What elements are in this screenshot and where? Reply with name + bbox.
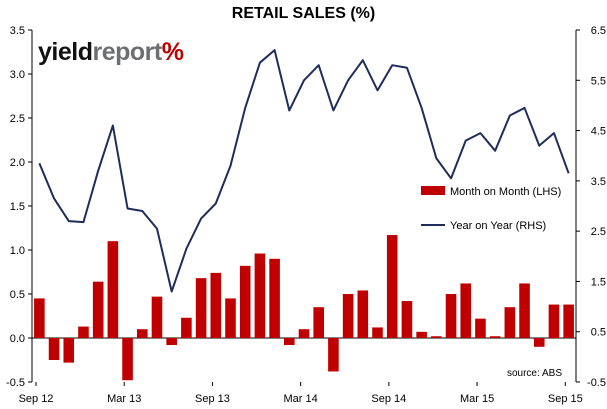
logo-part-report: report bbox=[92, 38, 162, 66]
mom-bar bbox=[460, 283, 472, 338]
mom-bar bbox=[284, 338, 295, 346]
logo-part-yield: yield bbox=[38, 38, 93, 66]
mom-bar bbox=[210, 272, 222, 338]
legend-label-yoy: Year on Year (RHS) bbox=[450, 220, 546, 232]
source-note: source: ABS bbox=[507, 368, 562, 379]
mom-bar bbox=[34, 298, 45, 338]
left-tick-label: 0.0 bbox=[10, 333, 25, 345]
left-tick-label: 1.5 bbox=[10, 201, 25, 213]
x-tick-label: Mar 15 bbox=[460, 393, 494, 405]
mom-bar bbox=[151, 296, 163, 338]
logo-part-percent: % bbox=[161, 38, 184, 66]
left-tick-label: 1.0 bbox=[10, 245, 25, 257]
left-tick-label: 2.5 bbox=[10, 113, 25, 125]
mom-bar bbox=[78, 326, 89, 338]
right-tick-label: 0.5 bbox=[591, 327, 606, 339]
mom-bar bbox=[181, 317, 192, 338]
mom-bar bbox=[431, 336, 442, 338]
right-tick-label: 3.5 bbox=[591, 176, 606, 188]
left-tick-label: -0.5 bbox=[6, 377, 25, 389]
mom-bar bbox=[372, 327, 383, 338]
mom-bar bbox=[63, 338, 75, 363]
x-tick-label: Mar 14 bbox=[284, 393, 318, 405]
left-tick-label: 3.5 bbox=[10, 25, 25, 37]
mom-bar bbox=[401, 301, 413, 338]
mom-bar bbox=[107, 241, 119, 338]
mom-bar bbox=[225, 298, 236, 338]
mom-bar bbox=[533, 338, 545, 347]
mom-bar bbox=[269, 258, 280, 338]
left-tick-label: 2.0 bbox=[10, 157, 25, 169]
right-tick-label: 1.5 bbox=[591, 276, 606, 288]
mom-bar bbox=[136, 329, 148, 338]
legend-swatch-mom bbox=[421, 186, 445, 195]
mom-bar bbox=[48, 338, 60, 360]
mom-bar bbox=[328, 338, 339, 372]
mom-bar bbox=[166, 338, 177, 346]
x-tick-label: Sep 13 bbox=[195, 393, 230, 405]
legend-label-mom: Month on Month (LHS) bbox=[450, 186, 561, 198]
right-tick-label: 4.5 bbox=[591, 126, 606, 138]
mom-bar bbox=[475, 318, 486, 338]
yieldreport-logo: yieldreport% bbox=[38, 38, 184, 67]
x-tick-label: Sep 14 bbox=[371, 393, 406, 405]
left-tick-label: 0.5 bbox=[10, 289, 25, 301]
chart-title: RETAIL SALES (%) bbox=[231, 5, 376, 22]
mom-bar bbox=[519, 283, 530, 338]
mom-bar bbox=[298, 329, 310, 338]
mom-bar bbox=[342, 294, 354, 338]
right-tick-label: 2.5 bbox=[591, 226, 606, 238]
mom-bar bbox=[313, 307, 324, 338]
mom-bar bbox=[563, 304, 574, 338]
mom-bar bbox=[92, 281, 104, 338]
mom-bar bbox=[445, 294, 457, 338]
right-tick-label: 5.5 bbox=[591, 75, 606, 87]
mom-bar bbox=[239, 265, 251, 338]
mom-bar bbox=[357, 290, 369, 338]
mom-bar bbox=[416, 331, 427, 338]
yoy-line bbox=[38, 49, 570, 293]
x-tick-label: Mar 13 bbox=[107, 393, 141, 405]
mom-bar bbox=[489, 336, 501, 338]
right-tick-label: -0.5 bbox=[587, 377, 606, 389]
x-tick-label: Sep 12 bbox=[19, 393, 54, 405]
mom-bar bbox=[254, 253, 266, 338]
left-tick-label: 3.0 bbox=[10, 69, 25, 81]
mom-bar bbox=[386, 235, 398, 338]
mom-bar bbox=[195, 278, 207, 338]
x-tick-label: Sep 15 bbox=[548, 393, 583, 405]
right-tick-label: 6.5 bbox=[591, 25, 606, 37]
mom-bar bbox=[122, 338, 133, 381]
mom-bar bbox=[504, 307, 516, 338]
mom-bar bbox=[548, 304, 560, 338]
